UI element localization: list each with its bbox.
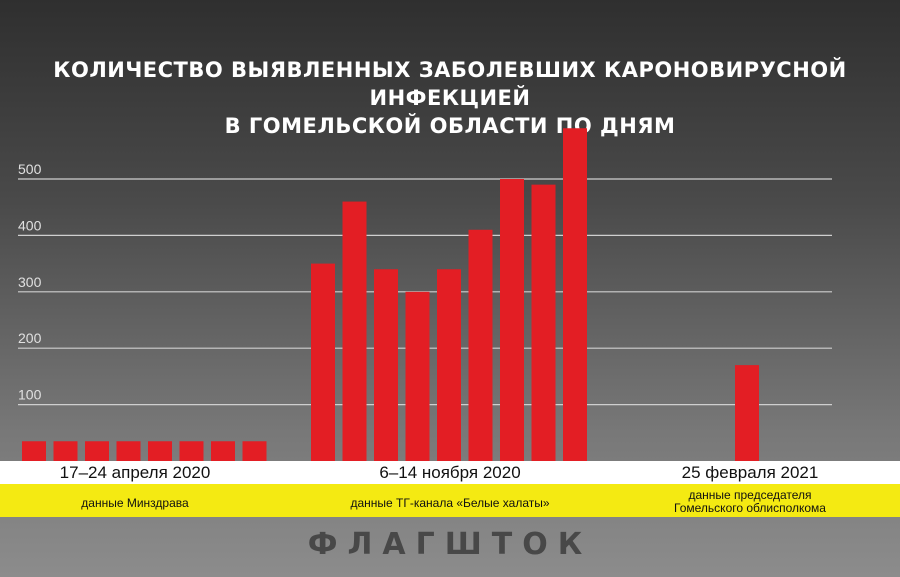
period-label-april: 17–24 апреля 2020: [59, 463, 211, 482]
bar: [22, 441, 46, 461]
chart-title-line2: В ГОМЕЛЬСКОЙ ОБЛАСТИ ПО ДНЯМ: [224, 114, 676, 138]
bar: [437, 269, 461, 461]
bar: [148, 441, 172, 461]
chart-title: КОЛИЧЕСТВО ВЫЯВЛЕННЫХ ЗАБОЛЕВШИХ КАРОНОВ…: [0, 56, 900, 140]
bar: [53, 441, 78, 461]
bar: [531, 184, 556, 461]
period-label-february: 25 февраля 2021: [681, 463, 819, 482]
source-label-february-line2: Гомельского облисполкома: [674, 501, 826, 515]
bar: [242, 441, 267, 461]
bar: [311, 263, 335, 461]
source-label-february-line1: данные председателя: [688, 488, 812, 502]
bar: [500, 179, 524, 461]
y-tick-label: 300: [18, 274, 42, 290]
bar: [179, 441, 204, 461]
bar: [468, 229, 493, 461]
source-label-april: данные Минздрава: [81, 496, 189, 510]
period-label-november: 6–14 ноября 2020: [379, 463, 521, 482]
source-label-november: данные ТГ-канала «Белые халаты»: [350, 496, 550, 510]
chart-title-line1: КОЛИЧЕСТВО ВЫЯВЛЕННЫХ ЗАБОЛЕВШИХ КАРОНОВ…: [53, 58, 847, 110]
y-tick-label: 100: [18, 387, 42, 403]
period-band: [0, 461, 900, 484]
bar: [374, 269, 398, 461]
bar: [735, 365, 759, 461]
source-band: [0, 484, 900, 517]
source-label-february: данные председателя Гомельского облиспол…: [640, 489, 860, 515]
y-tick-label: 400: [18, 217, 42, 233]
bar: [85, 441, 109, 461]
bar: [563, 128, 587, 462]
y-tick-label: 200: [18, 330, 42, 346]
y-tick-label: 500: [18, 161, 42, 177]
brand-logo: ФЛАГШТОК: [307, 527, 593, 562]
bar: [116, 441, 141, 461]
bar: [211, 441, 235, 461]
bar: [342, 201, 367, 461]
bar: [405, 291, 430, 461]
